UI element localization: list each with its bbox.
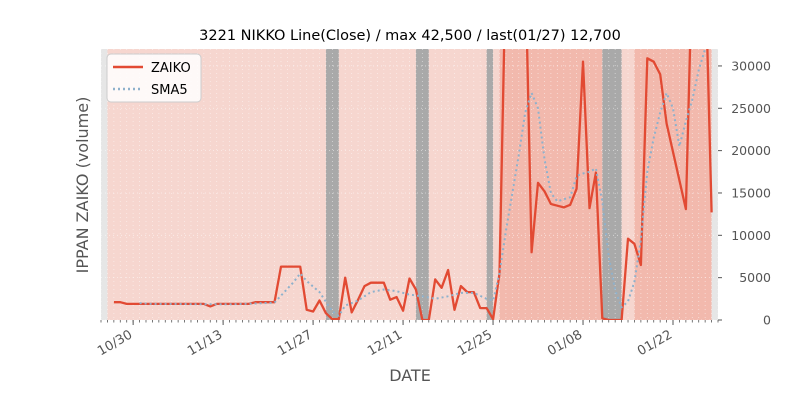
chart-title: 3221 NIKKO Line(Close) / max 42,500 / la… (199, 28, 621, 44)
y-tick-label: 30000 (731, 58, 771, 73)
band-gray-2 (486, 49, 494, 320)
y-tick-label: 0 (763, 313, 771, 328)
x-tick-label: 10/30 (95, 327, 135, 359)
legend: ZAIKO SMA5 (106, 53, 202, 103)
x-axis-ticks: 10/30 11/13 11/27 12/11 12/25 01/08 01/22 (95, 320, 719, 359)
band-gray-1 (415, 49, 429, 320)
y-tick-label: 25000 (731, 101, 771, 116)
band-gray-3 (602, 49, 622, 320)
y-axis-label: IPPAN ZAIKO (volume) (73, 97, 92, 274)
highlight-bands (101, 49, 718, 320)
x-tick-label: 12/25 (455, 327, 495, 359)
y-tick-label: 5000 (739, 270, 771, 285)
x-tick-label: 11/13 (185, 327, 225, 359)
x-tick-label: 11/27 (275, 327, 315, 359)
series-lines (113, 49, 713, 320)
series-line-sma5 (139, 49, 707, 317)
band-gray-0 (325, 49, 339, 320)
legend-label-zaiko: ZAIKO (151, 61, 191, 76)
y-tick-label: 10000 (731, 228, 771, 243)
x-axis-label: DATE (389, 366, 431, 385)
x-tick-label: 12/11 (365, 327, 405, 359)
x-tick-label: 01/22 (635, 327, 675, 359)
y-tick-label: 20000 (731, 143, 771, 158)
y-tick-label: 15000 (731, 185, 771, 200)
series-line-zaiko (113, 49, 713, 320)
x-tick-label: 01/08 (545, 327, 585, 359)
y-axis-ticks: 0 5000 10000 15000 20000 25000 30000 (718, 58, 771, 328)
legend-label-sma5: SMA5 (151, 83, 188, 98)
